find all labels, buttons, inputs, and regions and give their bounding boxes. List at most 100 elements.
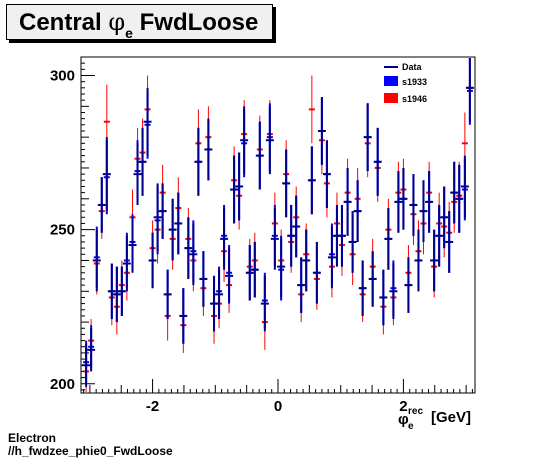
data-point bbox=[270, 208, 279, 270]
data-point bbox=[225, 248, 234, 304]
data-point bbox=[348, 211, 357, 273]
data-point bbox=[220, 208, 229, 270]
data-point bbox=[368, 251, 377, 307]
data-point bbox=[282, 149, 291, 218]
data-point bbox=[322, 140, 331, 209]
data-point bbox=[379, 269, 388, 326]
data-point bbox=[230, 155, 239, 224]
data-point bbox=[277, 235, 286, 298]
data-point bbox=[358, 260, 367, 316]
legend-s1933-label: s1933 bbox=[402, 77, 427, 87]
data-point bbox=[245, 245, 254, 301]
x-axis-title: φ e rec [GeV] bbox=[398, 406, 471, 432]
data-point bbox=[343, 167, 352, 236]
data-point bbox=[287, 204, 296, 267]
data-point bbox=[215, 269, 224, 320]
data-point bbox=[163, 269, 172, 320]
y-axis-ticks: 200 250 300 bbox=[50, 56, 95, 393]
data-point bbox=[199, 251, 208, 307]
plot-frame bbox=[80, 56, 476, 394]
x-axis-title-subscript: e bbox=[408, 421, 414, 432]
data-point bbox=[297, 257, 306, 313]
data-point bbox=[97, 177, 106, 233]
data-point bbox=[128, 217, 137, 273]
series-layer bbox=[82, 58, 474, 392]
data-point bbox=[465, 58, 474, 122]
data-point bbox=[148, 232, 157, 289]
s1946-point bbox=[308, 75, 315, 144]
x-axis-title-superscript: rec bbox=[408, 406, 423, 417]
data-point bbox=[260, 275, 269, 332]
data-point bbox=[250, 241, 259, 298]
data-point bbox=[440, 186, 449, 249]
data-point bbox=[143, 87, 152, 156]
data-point bbox=[363, 103, 372, 172]
data-point bbox=[425, 171, 434, 233]
data-point bbox=[235, 152, 244, 221]
data-point bbox=[414, 229, 423, 292]
data-point bbox=[210, 275, 219, 332]
data-point bbox=[292, 195, 301, 258]
legend-s1933-swatch bbox=[384, 76, 398, 86]
data-point bbox=[107, 263, 116, 320]
data-point bbox=[133, 143, 142, 205]
data-point bbox=[399, 167, 408, 230]
legend-s1946-label: s1946 bbox=[402, 94, 427, 104]
data-point bbox=[204, 118, 213, 181]
footer: Electron //h_fwdzee_phie0_FwdLoose bbox=[8, 432, 173, 458]
footer-line-1: Electron bbox=[8, 431, 57, 445]
title-box: Central φe FwdLoose bbox=[6, 4, 273, 41]
data-point bbox=[92, 229, 101, 292]
data-point bbox=[409, 174, 418, 236]
data-point bbox=[240, 106, 249, 175]
data-point bbox=[419, 180, 428, 242]
y-tick-label: 300 bbox=[50, 67, 75, 84]
x-tick-label: 0 bbox=[274, 398, 282, 415]
x-axis-ticks: -2 0 2 bbox=[83, 379, 473, 415]
data-point bbox=[87, 328, 96, 372]
data-point bbox=[353, 180, 362, 242]
x-tick-label: 2 bbox=[399, 398, 407, 415]
x-axis-title-unit: [GeV] bbox=[431, 409, 471, 426]
data-point bbox=[255, 121, 264, 190]
data-point bbox=[404, 257, 413, 313]
data-point bbox=[153, 183, 162, 252]
data-point bbox=[445, 211, 454, 273]
legend-data-label: Data bbox=[402, 62, 423, 72]
title-subscript: e bbox=[125, 25, 133, 41]
data-point bbox=[435, 204, 444, 267]
data-point bbox=[302, 229, 311, 292]
chart-title: Central φe FwdLoose bbox=[19, 8, 259, 41]
y-tick-label: 250 bbox=[50, 222, 75, 239]
title-suffix: FwdLoose bbox=[139, 9, 259, 36]
data-point bbox=[179, 288, 188, 344]
legend: Data s1933 s1946 bbox=[384, 62, 427, 104]
data-point bbox=[373, 127, 382, 196]
data-point bbox=[394, 171, 403, 233]
data-point bbox=[337, 204, 346, 267]
data-point bbox=[460, 155, 469, 218]
title-phi-symbol: φ bbox=[108, 8, 126, 36]
data-point bbox=[455, 164, 464, 233]
data-point bbox=[450, 161, 459, 224]
y-tick-label: 200 bbox=[50, 376, 75, 393]
data-point bbox=[430, 229, 439, 292]
data-point bbox=[312, 241, 321, 304]
footer-line-2: //h_fwdzee_phie0_FwdLoose bbox=[8, 444, 173, 458]
data-point bbox=[174, 192, 183, 255]
data-point bbox=[138, 127, 147, 196]
x-axis-title-phi: φ bbox=[398, 411, 409, 428]
data-point bbox=[189, 223, 198, 286]
data-point bbox=[168, 198, 177, 261]
data-point bbox=[184, 217, 193, 279]
data-point bbox=[82, 343, 91, 387]
data-point bbox=[384, 208, 393, 270]
data-point bbox=[389, 263, 398, 320]
title-prefix: Central bbox=[19, 9, 102, 36]
data-point bbox=[307, 146, 316, 215]
data-point bbox=[102, 137, 111, 212]
data-point bbox=[158, 183, 167, 239]
data-point bbox=[327, 226, 336, 289]
data-point bbox=[265, 106, 274, 175]
data-point bbox=[194, 127, 203, 196]
